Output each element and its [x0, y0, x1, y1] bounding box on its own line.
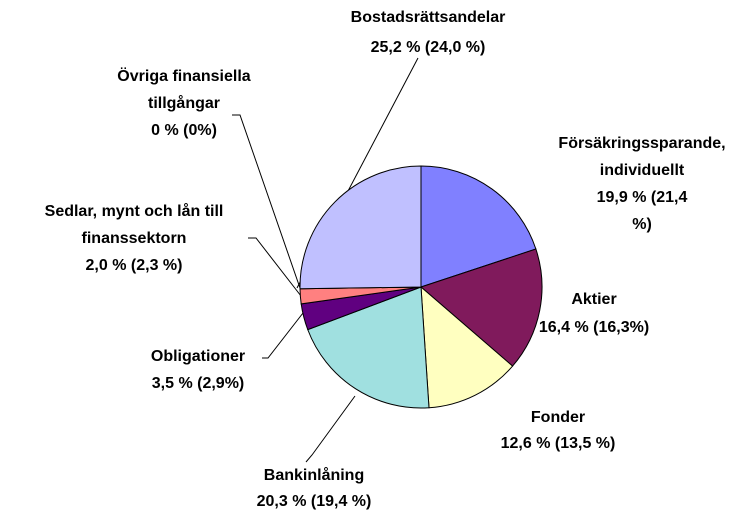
- category-label: Försäkringssparande, individuellt: [558, 135, 726, 179]
- pie-slice: [307, 286, 430, 409]
- category-label: Obligationer: [150, 348, 246, 365]
- leader-line: [232, 114, 301, 289]
- value-label: 12,6 % (13,5 %): [500, 435, 616, 452]
- category-label: Övriga finansiella tillgångar: [117, 68, 251, 112]
- category-label: Aktier: [571, 291, 617, 308]
- pie-slice: [299, 165, 422, 290]
- pie-slice: [420, 165, 537, 288]
- value-label: 19,9 % (21,4 %): [596, 189, 688, 233]
- value-label: 2,0 % (2,3 %): [85, 257, 183, 274]
- category-label: Bankinlåning: [263, 467, 365, 484]
- value-label: 25,2 % (24,0 %): [370, 39, 486, 56]
- value-label: 20,3 % (19,4 %): [256, 493, 372, 510]
- leader-line: [305, 395, 356, 463]
- category-label: Bostadsrättsandelar: [350, 9, 506, 26]
- leader-line: [262, 312, 304, 359]
- value-label: 0 % (0%): [151, 122, 217, 139]
- pie-slice: [420, 248, 543, 367]
- value-label: 3,5 % (2,9%): [151, 375, 245, 392]
- leader-line: [248, 237, 302, 297]
- value-label: 16,4 % (16,3%): [538, 319, 650, 336]
- category-label: Fonder: [530, 409, 586, 426]
- pie-slice: [420, 285, 514, 409]
- category-label: Sedlar, mynt och lån till finanssektorn: [44, 203, 224, 247]
